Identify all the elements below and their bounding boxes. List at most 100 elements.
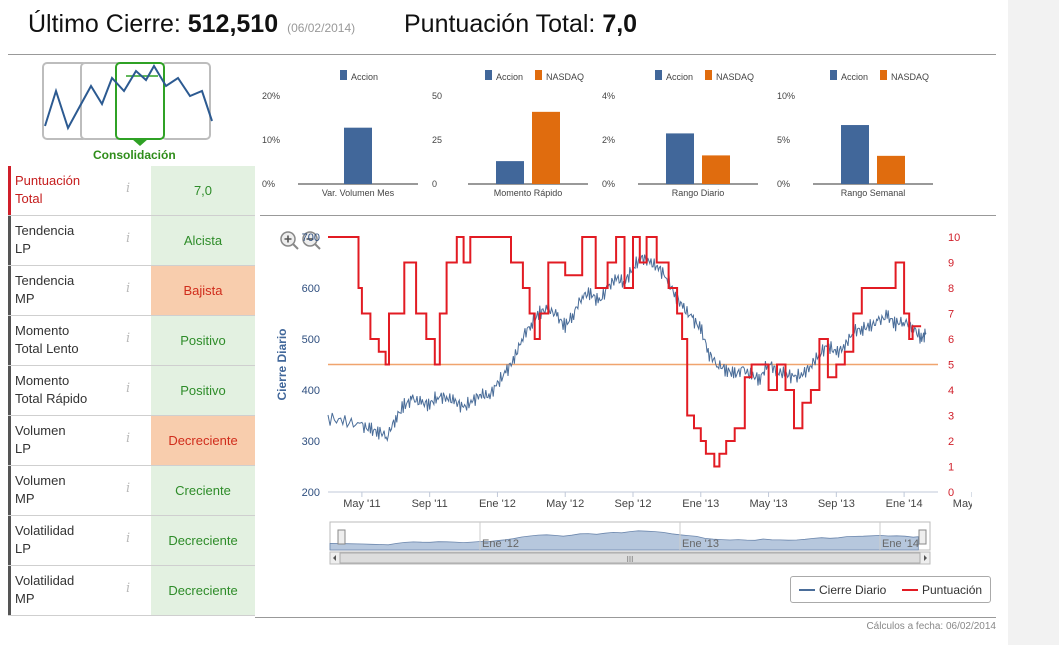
navigator-label: Ene '14 bbox=[882, 538, 919, 550]
mini-legend-swatch bbox=[880, 70, 887, 80]
mini-chart-4: Accion NASDAQ 10% 5% 0% Rango Semanal bbox=[777, 70, 933, 198]
indicator-value: Decreciente bbox=[151, 516, 255, 565]
mini-charts: Accion 20% 10% 0% Var. Volumen Mes Accion NASD… bbox=[260, 56, 996, 216]
last-close-date: (06/02/2014) bbox=[287, 21, 356, 35]
pattern-label: Consolidación bbox=[93, 148, 176, 162]
mini-y-tick-label: 5% bbox=[777, 135, 790, 145]
indicator-label-line2: LP bbox=[15, 241, 31, 256]
y-left-tick-label: 600 bbox=[302, 283, 320, 295]
info-icon[interactable]: i bbox=[126, 331, 131, 346]
indicator-label-line2: LP bbox=[15, 441, 31, 456]
zoom-out-icon[interactable] bbox=[302, 231, 321, 250]
y-right-tick-label: 9 bbox=[948, 258, 954, 270]
mini-chart-title: Momento Rápido bbox=[494, 188, 563, 198]
mini-y-tick-label: 0 bbox=[432, 179, 437, 189]
mini-bar-nasdaq bbox=[702, 155, 730, 184]
indicator-row: Puntuación Total i 7,0 bbox=[8, 166, 255, 216]
mini-y-tick-label: 4% bbox=[602, 91, 615, 101]
info-icon[interactable]: i bbox=[126, 581, 131, 596]
mini-chart-3: Accion NASDAQ 4% 2% 0% Rango Diario bbox=[602, 70, 758, 198]
x-tick-label: May '11 bbox=[343, 498, 380, 510]
info-icon[interactable]: i bbox=[126, 181, 131, 196]
zoom-out-handle bbox=[314, 243, 321, 250]
pattern-trend-line bbox=[44, 64, 213, 131]
info-icon[interactable]: i bbox=[126, 231, 131, 246]
mini-bar-accion bbox=[344, 127, 372, 184]
mini-y-tick-label: 2% bbox=[602, 135, 615, 145]
last-close-value: 512,510 bbox=[187, 10, 279, 38]
x-tick-label: May '13 bbox=[749, 498, 787, 510]
info-icon[interactable]: i bbox=[126, 431, 131, 446]
mini-y-tick-label: 0% bbox=[777, 179, 790, 189]
y-left-tick-label: 700 bbox=[302, 232, 320, 244]
indicator-value: Creciente bbox=[151, 466, 255, 515]
zoom-in-plus bbox=[284, 235, 292, 243]
pattern-thumbnails bbox=[42, 62, 213, 146]
indicator-label-line1: Volatilidad bbox=[15, 523, 75, 538]
indicator-row: Volumen LP i Decreciente bbox=[8, 416, 255, 466]
mini-bar-accion bbox=[841, 125, 869, 184]
info-icon[interactable]: i bbox=[126, 381, 131, 396]
total-score-label: Puntuación Total: bbox=[404, 10, 596, 38]
zoom-in-icon[interactable] bbox=[280, 231, 299, 250]
indicator-label-line1: Puntuación bbox=[15, 173, 81, 188]
indicator-label: Tendencia MP bbox=[8, 266, 151, 315]
scroll-right-icon bbox=[924, 555, 927, 561]
mini-legend-swatch bbox=[485, 70, 492, 80]
navigator-left-handle[interactable] bbox=[337, 529, 346, 545]
mini-bar-nasdaq bbox=[532, 111, 560, 184]
mini-legend-swatch bbox=[705, 70, 712, 80]
info-icon[interactable]: i bbox=[126, 481, 131, 496]
x-tick-label: Ene '12 bbox=[479, 498, 516, 510]
mini-legend-label: Accion bbox=[666, 72, 693, 82]
indicator-label: Tendencia LP bbox=[8, 216, 151, 265]
indicator-label-line2: MP bbox=[15, 291, 35, 306]
x-tick-label: Ene '14 bbox=[886, 498, 923, 510]
navigator-label: Ene '12 bbox=[482, 538, 519, 550]
mini-legend-label: Accion bbox=[351, 72, 378, 82]
mini-y-tick-label: 10% bbox=[777, 91, 795, 101]
legend-price-swatch bbox=[799, 589, 815, 591]
y-left-tick-label: 200 bbox=[302, 487, 320, 499]
x-tick-label: Sep '11 bbox=[412, 498, 448, 510]
mini-y-tick-label: 25 bbox=[432, 135, 442, 145]
y-right-tick-label: 5 bbox=[948, 360, 954, 372]
indicator-label: Volumen MP bbox=[8, 466, 151, 515]
price-series-line bbox=[327, 254, 927, 443]
total-score: Puntuación Total: 7,0 bbox=[404, 10, 637, 39]
mini-legend-swatch bbox=[655, 70, 662, 80]
mini-chart-title: Rango Diario bbox=[672, 188, 725, 198]
pattern-pointer-icon bbox=[132, 139, 148, 146]
indicator-label: Volatilidad LP bbox=[8, 516, 151, 565]
indicator-row: Volatilidad MP i Decreciente bbox=[8, 566, 255, 616]
indicator-label-line1: Momento bbox=[15, 323, 70, 338]
pattern-selector: Consolidación bbox=[8, 56, 255, 166]
pattern-panel-4[interactable] bbox=[161, 62, 211, 140]
legend-score-label[interactable]: Puntuación bbox=[922, 583, 983, 597]
y-left-tick-label: 500 bbox=[302, 334, 320, 346]
y-right-tick-label: 0 bbox=[948, 487, 954, 499]
indicator-value: Decreciente bbox=[151, 566, 255, 615]
indicator-value: Bajista bbox=[151, 266, 255, 315]
mini-y-tick-label: 0% bbox=[262, 179, 275, 189]
navigator-scrollbar[interactable]: III bbox=[329, 551, 931, 565]
info-icon[interactable]: i bbox=[126, 531, 131, 546]
info-icon[interactable]: i bbox=[126, 281, 131, 296]
indicator-row: Momento Total Lento i Positivo bbox=[8, 316, 255, 366]
indicator-label: Momento Total Lento bbox=[8, 316, 151, 365]
indicator-label: Puntuación Total bbox=[8, 166, 151, 215]
y-left-tick-label: 400 bbox=[302, 385, 320, 397]
indicator-row: Tendencia LP i Alcista bbox=[8, 216, 255, 266]
mini-legend-swatch bbox=[535, 70, 542, 80]
indicator-label-line1: Volatilidad bbox=[15, 573, 75, 588]
indicator-row: Tendencia MP i Bajista bbox=[8, 266, 255, 316]
mini-chart-title: Rango Semanal bbox=[841, 188, 906, 198]
indicator-value: Decreciente bbox=[151, 416, 255, 465]
indicator-label-line1: Volumen bbox=[15, 423, 66, 438]
y-right-tick-label: 2 bbox=[948, 436, 954, 448]
legend-price-label[interactable]: Cierre Diario bbox=[819, 583, 887, 597]
x-tick-label: May '12 bbox=[546, 498, 584, 510]
navigator-right-handle[interactable] bbox=[918, 529, 927, 545]
indicator-label-line1: Momento bbox=[15, 373, 70, 388]
mini-y-tick-label: 20% bbox=[262, 91, 280, 101]
